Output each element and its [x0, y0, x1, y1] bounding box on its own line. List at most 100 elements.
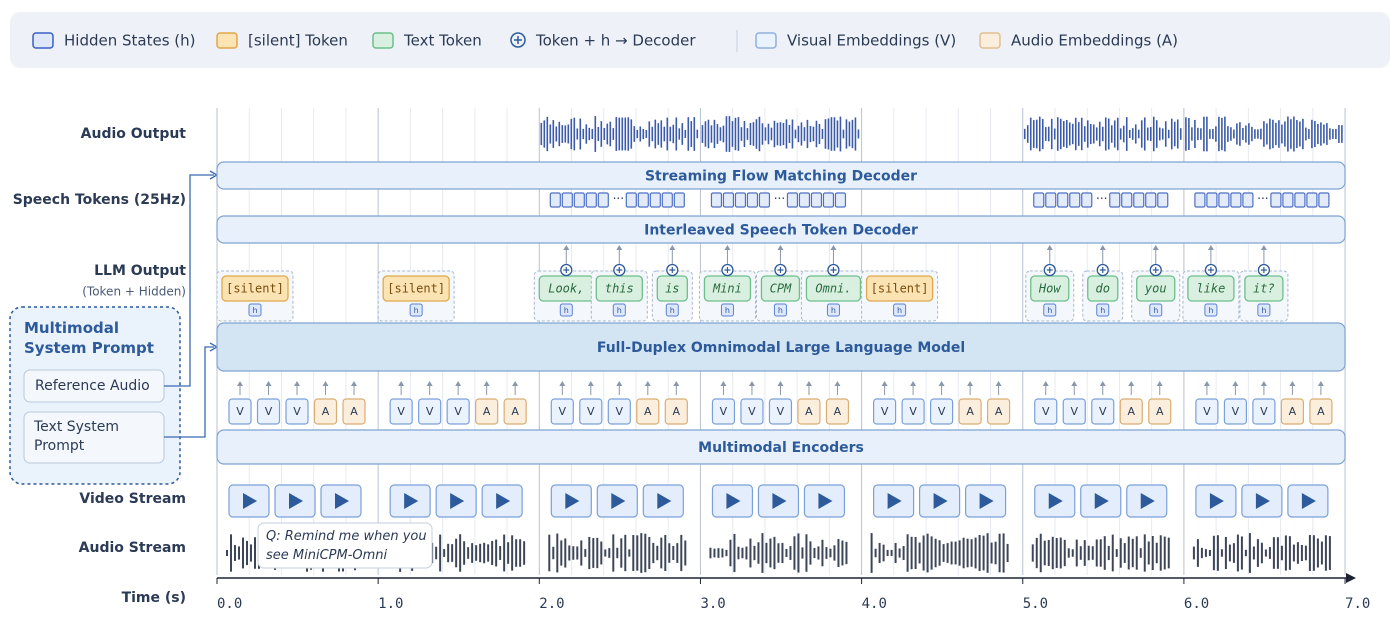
speech-token-gap: ··· [1257, 192, 1268, 206]
arrowhead [563, 245, 570, 250]
arrowhead [805, 381, 812, 386]
arrowhead [1071, 381, 1078, 386]
embedding-label: V [909, 405, 917, 418]
arrowhead [1207, 245, 1214, 250]
annotation-box [257, 522, 433, 569]
embedding-label: V [1203, 405, 1211, 418]
speech-token-gap: ··· [1096, 192, 1107, 206]
embedding-label: A [644, 405, 652, 418]
sum-node [1046, 267, 1053, 273]
audio-embedding [1119, 398, 1143, 425]
arrowhead [1152, 245, 1159, 250]
arrowhead [1289, 381, 1296, 386]
play-icon [565, 493, 580, 509]
embedding-label: V [1260, 405, 1268, 418]
speech-token [1033, 192, 1045, 208]
speech-token [1109, 192, 1121, 208]
audio-embedding [342, 398, 366, 425]
embedding-label: A [322, 405, 330, 418]
token-text: it? [1253, 282, 1275, 296]
token-text: Mini [712, 282, 742, 296]
arrowhead [720, 381, 727, 386]
legend-label: Audio Embeddings (A) [1011, 32, 1178, 50]
play-icon [979, 493, 994, 509]
embedding-label: A [995, 405, 1003, 418]
speech-token [649, 192, 661, 208]
visual-embedding [1252, 398, 1276, 425]
legend-icon [32, 32, 54, 49]
sum-node [616, 267, 623, 273]
arrowhead [967, 381, 974, 386]
play-icon [1255, 493, 1270, 509]
hidden-state [559, 303, 573, 317]
arrowhead [644, 381, 651, 386]
arrowhead [512, 381, 519, 386]
play-icon [657, 493, 672, 509]
arrowhead [724, 245, 731, 250]
play-icon [496, 493, 511, 509]
arrowhead [351, 381, 357, 386]
token-text: you [1144, 282, 1167, 296]
embedding-label: A [1317, 405, 1325, 418]
visual-embedding [285, 398, 309, 425]
embedding-label: V [236, 405, 244, 418]
time-arrow [1346, 573, 1356, 583]
hidden-state [893, 303, 907, 317]
arrowhead [237, 381, 243, 386]
embedding-label: V [720, 405, 728, 418]
visual-embedding [768, 398, 793, 425]
arrowhead [455, 381, 462, 386]
embedding-label: V [938, 405, 946, 418]
prompt-item: Reference Audio [35, 378, 150, 394]
speech-token [573, 192, 585, 208]
speech-token [1045, 192, 1057, 208]
arrowhead [426, 381, 433, 386]
token-text: Omni. [815, 282, 851, 296]
token-text: do [1096, 282, 1110, 296]
block-label: Multimodal Encoders [698, 440, 864, 456]
hidden-label: h [1153, 306, 1158, 315]
embedding-label: V [881, 405, 889, 418]
speech-token [549, 192, 561, 208]
visual-embedding [929, 398, 954, 425]
legend-label: [silent] Token [248, 32, 348, 50]
play-icon [1048, 493, 1063, 509]
audio-embedding [1148, 398, 1172, 425]
hidden-state [720, 303, 734, 317]
speech-token [1206, 192, 1218, 208]
hidden-state [826, 303, 840, 317]
embedding-label: A [511, 405, 519, 418]
token-text: How [1038, 282, 1061, 296]
sum-node [830, 267, 837, 273]
speech-token [1318, 192, 1330, 208]
hidden-label: h [252, 306, 257, 315]
embedding-label: V [397, 405, 405, 418]
token-text: [silent] [871, 282, 929, 296]
row-label: Time (s) [122, 590, 186, 606]
speech-token [1069, 192, 1081, 208]
legend-label: Text Token [403, 32, 482, 50]
embedding-label: A [966, 405, 974, 418]
hidden-label: h [414, 306, 419, 315]
arrowhead [322, 381, 329, 386]
block [216, 161, 1346, 190]
hidden-label: h [1100, 306, 1105, 315]
arrowhead [1046, 245, 1053, 250]
connector [164, 346, 214, 438]
time-tick-label: 5.0 [1023, 596, 1048, 612]
block-label: Streaming Flow Matching Decoder [645, 169, 917, 185]
speech-token [734, 192, 747, 208]
speech-token [810, 192, 823, 208]
hidden-label: h [725, 306, 730, 315]
row-label: Speech Tokens (25Hz) [13, 192, 186, 208]
visual-embedding [1195, 398, 1219, 425]
embedding-label: V [1070, 405, 1078, 418]
speech-token [625, 192, 637, 208]
speech-token [597, 192, 609, 208]
visual-embedding [579, 398, 603, 425]
embedding-label: V [454, 405, 462, 418]
audio-embedding [664, 398, 688, 425]
speech-token [1194, 192, 1206, 208]
arrowhead [673, 381, 680, 386]
time-tick-label: 4.0 [862, 596, 887, 612]
